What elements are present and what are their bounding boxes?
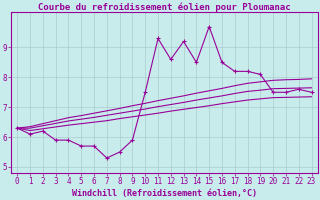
X-axis label: Windchill (Refroidissement éolien,°C): Windchill (Refroidissement éolien,°C) <box>72 189 257 198</box>
Title: Courbe du refroidissement éolien pour Ploumanac: Courbe du refroidissement éolien pour Pl… <box>38 2 291 12</box>
